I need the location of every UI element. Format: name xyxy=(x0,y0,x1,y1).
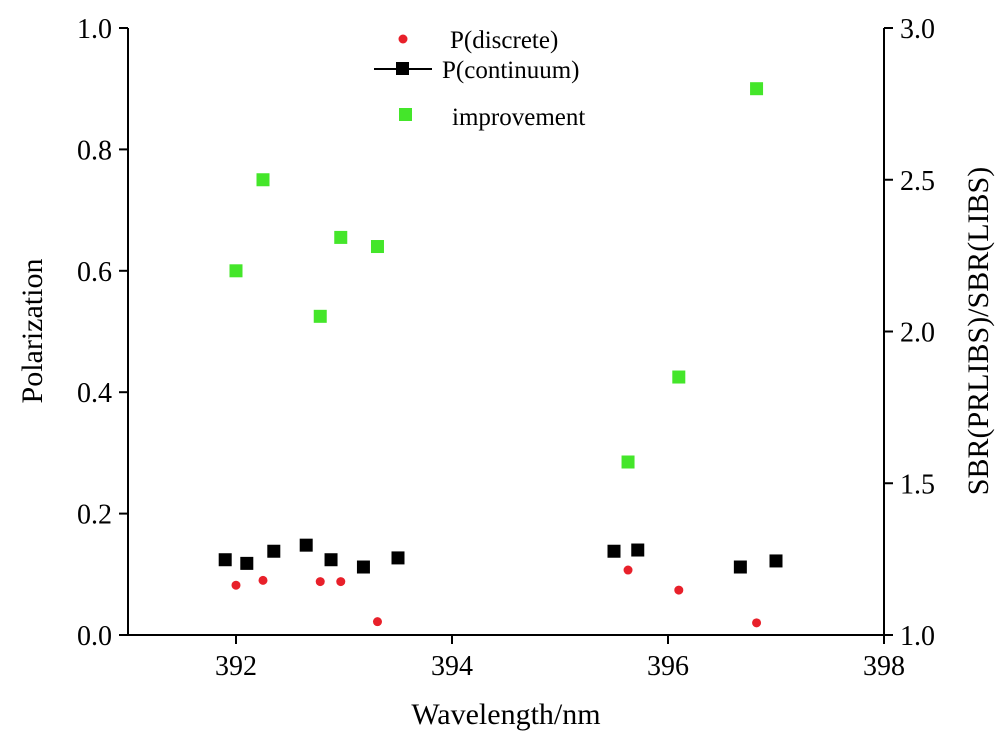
point-p-continuum xyxy=(218,553,232,567)
y2-tick-label: 1.0 xyxy=(900,621,935,652)
legend-label-p-continuum: P(continuum) xyxy=(442,57,580,84)
point-improvement xyxy=(621,455,635,469)
point-improvement xyxy=(229,264,243,278)
legend-label-p-discrete: P(discrete) xyxy=(450,27,558,54)
x-tick-label: 392 xyxy=(215,651,257,682)
legend-marker-improvement xyxy=(399,108,412,121)
y-tick-label: 0.8 xyxy=(77,135,112,166)
point-p-discrete xyxy=(231,580,241,590)
point-p-continuum xyxy=(391,551,405,565)
point-p-continuum xyxy=(240,556,254,570)
point-improvement xyxy=(370,240,384,254)
y2-tick-label: 1.5 xyxy=(900,469,935,500)
x-tick-label: 398 xyxy=(863,651,905,682)
point-p-continuum xyxy=(324,553,338,567)
legend-label-improvement: improvement xyxy=(452,104,585,131)
y2-tick-label: 2.5 xyxy=(900,166,935,197)
legend: P(discrete) P(continuum) improvement xyxy=(374,27,585,131)
data-marks xyxy=(218,82,783,628)
y-axis-right-title: SBR(PRLIBS)/SBR(LIBS) xyxy=(962,167,995,495)
y-axis-right-ticks: 1.0 1.5 2.0 2.5 3.0 xyxy=(884,14,935,652)
y-axis-left-ticks: 0.0 0.2 0.4 0.6 0.8 1.0 xyxy=(77,14,128,652)
y-tick-label: 0.4 xyxy=(77,378,112,409)
point-improvement xyxy=(672,370,686,384)
y-tick-label: 0.0 xyxy=(77,621,112,652)
legend-marker-p-continuum xyxy=(396,62,409,75)
y2-tick-label: 2.0 xyxy=(900,318,935,349)
y-tick-label: 0.6 xyxy=(77,257,112,288)
x-tick-label: 394 xyxy=(431,651,473,682)
point-p-discrete xyxy=(623,565,633,575)
point-p-continuum xyxy=(299,538,313,552)
point-p-continuum xyxy=(267,544,281,558)
point-p-continuum xyxy=(769,554,783,568)
point-p-discrete xyxy=(258,575,268,585)
point-p-discrete xyxy=(674,585,684,595)
point-p-discrete xyxy=(752,618,762,628)
point-improvement xyxy=(313,309,327,323)
point-p-continuum xyxy=(356,560,370,574)
x-axis-title: Wavelength/nm xyxy=(411,698,600,731)
point-improvement xyxy=(334,230,348,244)
legend-marker-p-discrete xyxy=(398,34,408,44)
y-tick-label: 0.2 xyxy=(77,500,112,531)
point-p-discrete xyxy=(315,577,325,587)
point-p-discrete xyxy=(336,577,346,587)
y-axis-left-title: Polarization xyxy=(16,259,49,404)
x-axis-ticks: 392 394 396 398 xyxy=(215,635,905,682)
y2-tick-label: 3.0 xyxy=(900,14,935,45)
y-tick-label: 1.0 xyxy=(77,14,112,45)
point-p-continuum xyxy=(631,543,645,557)
point-improvement xyxy=(750,82,764,96)
point-p-discrete xyxy=(372,617,382,627)
x-tick-label: 396 xyxy=(647,651,689,682)
point-improvement xyxy=(256,173,270,187)
point-p-continuum xyxy=(733,560,747,574)
point-p-continuum xyxy=(607,544,621,558)
